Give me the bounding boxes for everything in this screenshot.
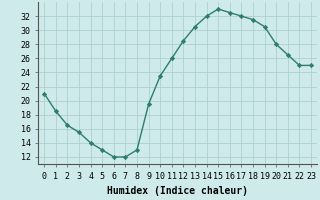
- X-axis label: Humidex (Indice chaleur): Humidex (Indice chaleur): [107, 186, 248, 196]
